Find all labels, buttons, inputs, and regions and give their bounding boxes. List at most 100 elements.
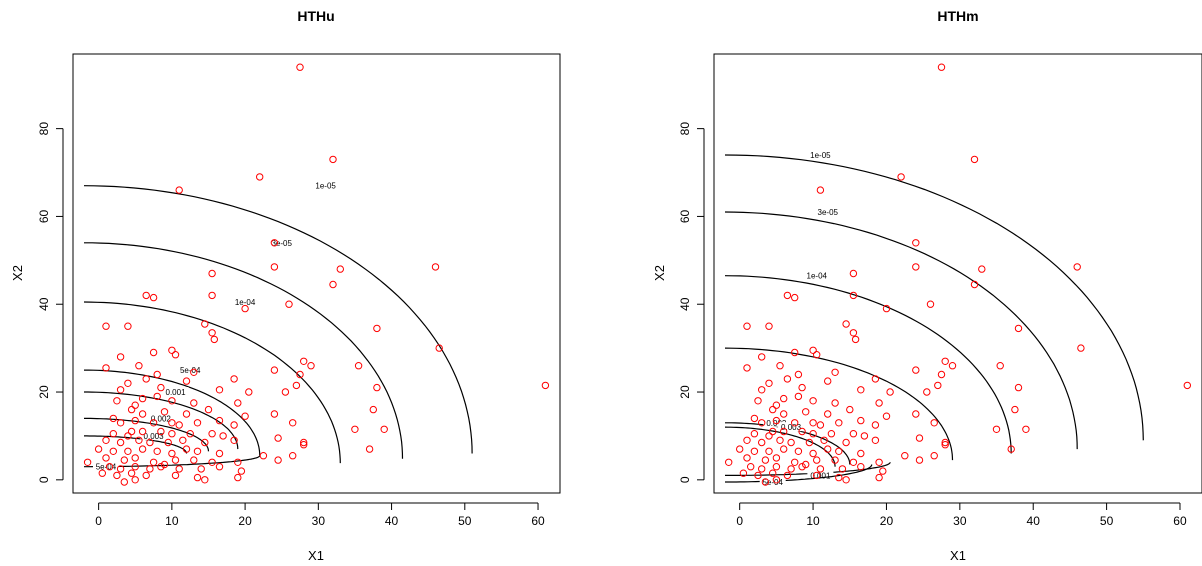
data-point (193, 419, 202, 427)
data-point (849, 458, 858, 466)
data-point (179, 436, 187, 444)
data-point (105, 463, 114, 471)
data-point (915, 434, 924, 442)
data-point (300, 438, 308, 447)
data-point (912, 263, 920, 271)
data-point (186, 430, 194, 438)
y-axis-label: X2 (652, 265, 667, 281)
data-point (245, 388, 253, 396)
data-point (816, 421, 825, 429)
data-point (772, 416, 781, 425)
data-point (373, 383, 381, 392)
contour-label-bg (140, 430, 167, 440)
data-point (769, 469, 777, 477)
data-point (791, 293, 799, 302)
data-point (168, 449, 176, 458)
data-point (210, 335, 219, 344)
data-point (127, 469, 136, 477)
data-point (219, 432, 227, 440)
contour-line (83, 301, 341, 464)
data-point (835, 419, 843, 427)
data-point (175, 465, 183, 473)
data-point (102, 436, 110, 444)
data-point (142, 375, 150, 383)
data-point (882, 412, 891, 420)
data-point (149, 293, 158, 302)
data-point (127, 427, 136, 436)
data-point (160, 408, 169, 416)
data-point (816, 465, 825, 473)
data-point (109, 447, 118, 455)
data-point (783, 291, 792, 300)
data-point (230, 375, 238, 383)
y-tick-label: 80 (37, 122, 51, 136)
data-point (142, 471, 150, 480)
data-point (846, 405, 854, 414)
x-tick-label: 20 (238, 514, 252, 528)
data-point (135, 436, 143, 444)
x-tick-label: 50 (1100, 514, 1114, 528)
data-point (237, 467, 246, 475)
contour-line (84, 391, 239, 450)
data-point (369, 405, 377, 414)
data-point (116, 465, 125, 473)
data-point (871, 421, 880, 429)
data-point (901, 452, 909, 460)
data-point (138, 410, 147, 418)
data-point (758, 386, 766, 394)
data-point (124, 447, 132, 455)
data-point (912, 239, 920, 247)
x-tick-label: 0 (95, 514, 102, 528)
x-tick-label: 60 (1173, 514, 1187, 528)
y-tick-label: 0 (37, 476, 51, 483)
y-tick-label: 20 (678, 385, 692, 399)
data-point (827, 430, 836, 438)
data-point (296, 63, 304, 71)
data-point (204, 405, 213, 414)
contour-label: 0.001 (810, 471, 831, 480)
contour-label: 1e-05 (810, 151, 831, 160)
data-point (138, 445, 147, 453)
data-point (780, 394, 788, 403)
data-point (809, 430, 817, 438)
y-tick-label: 20 (37, 385, 51, 399)
data-point (175, 186, 183, 194)
chart-title: HTHm (937, 8, 978, 24)
data-point (772, 454, 781, 462)
data-point (813, 456, 821, 464)
contour-label-bg (759, 477, 786, 487)
data-point (747, 463, 755, 471)
data-point (171, 456, 180, 464)
data-point (831, 368, 839, 376)
data-point (153, 392, 161, 401)
data-point (937, 63, 946, 71)
data-point (153, 447, 161, 455)
data-point (120, 456, 129, 464)
data-point (164, 438, 172, 447)
data-point (765, 379, 773, 387)
data-point (431, 263, 440, 271)
data-point (182, 445, 191, 453)
contour-label: 0.002 (151, 414, 172, 423)
data-point (776, 436, 784, 444)
data-point (1014, 324, 1023, 333)
contour-line (83, 185, 473, 454)
data-point (197, 465, 205, 473)
data-point (857, 463, 865, 471)
data-point (769, 427, 777, 436)
data-point (813, 351, 821, 359)
data-point (787, 438, 795, 447)
data-point (201, 476, 209, 484)
data-point (791, 348, 799, 357)
data-point (912, 410, 920, 418)
data-point (124, 322, 132, 330)
data-point (193, 447, 202, 455)
data-point (201, 320, 209, 328)
contour-label-bg (807, 470, 834, 480)
data-point (809, 449, 817, 458)
data-point (725, 458, 733, 466)
y-tick-label: 40 (678, 297, 692, 311)
data-point (296, 370, 304, 379)
contour-label: 0.001 (166, 388, 187, 397)
